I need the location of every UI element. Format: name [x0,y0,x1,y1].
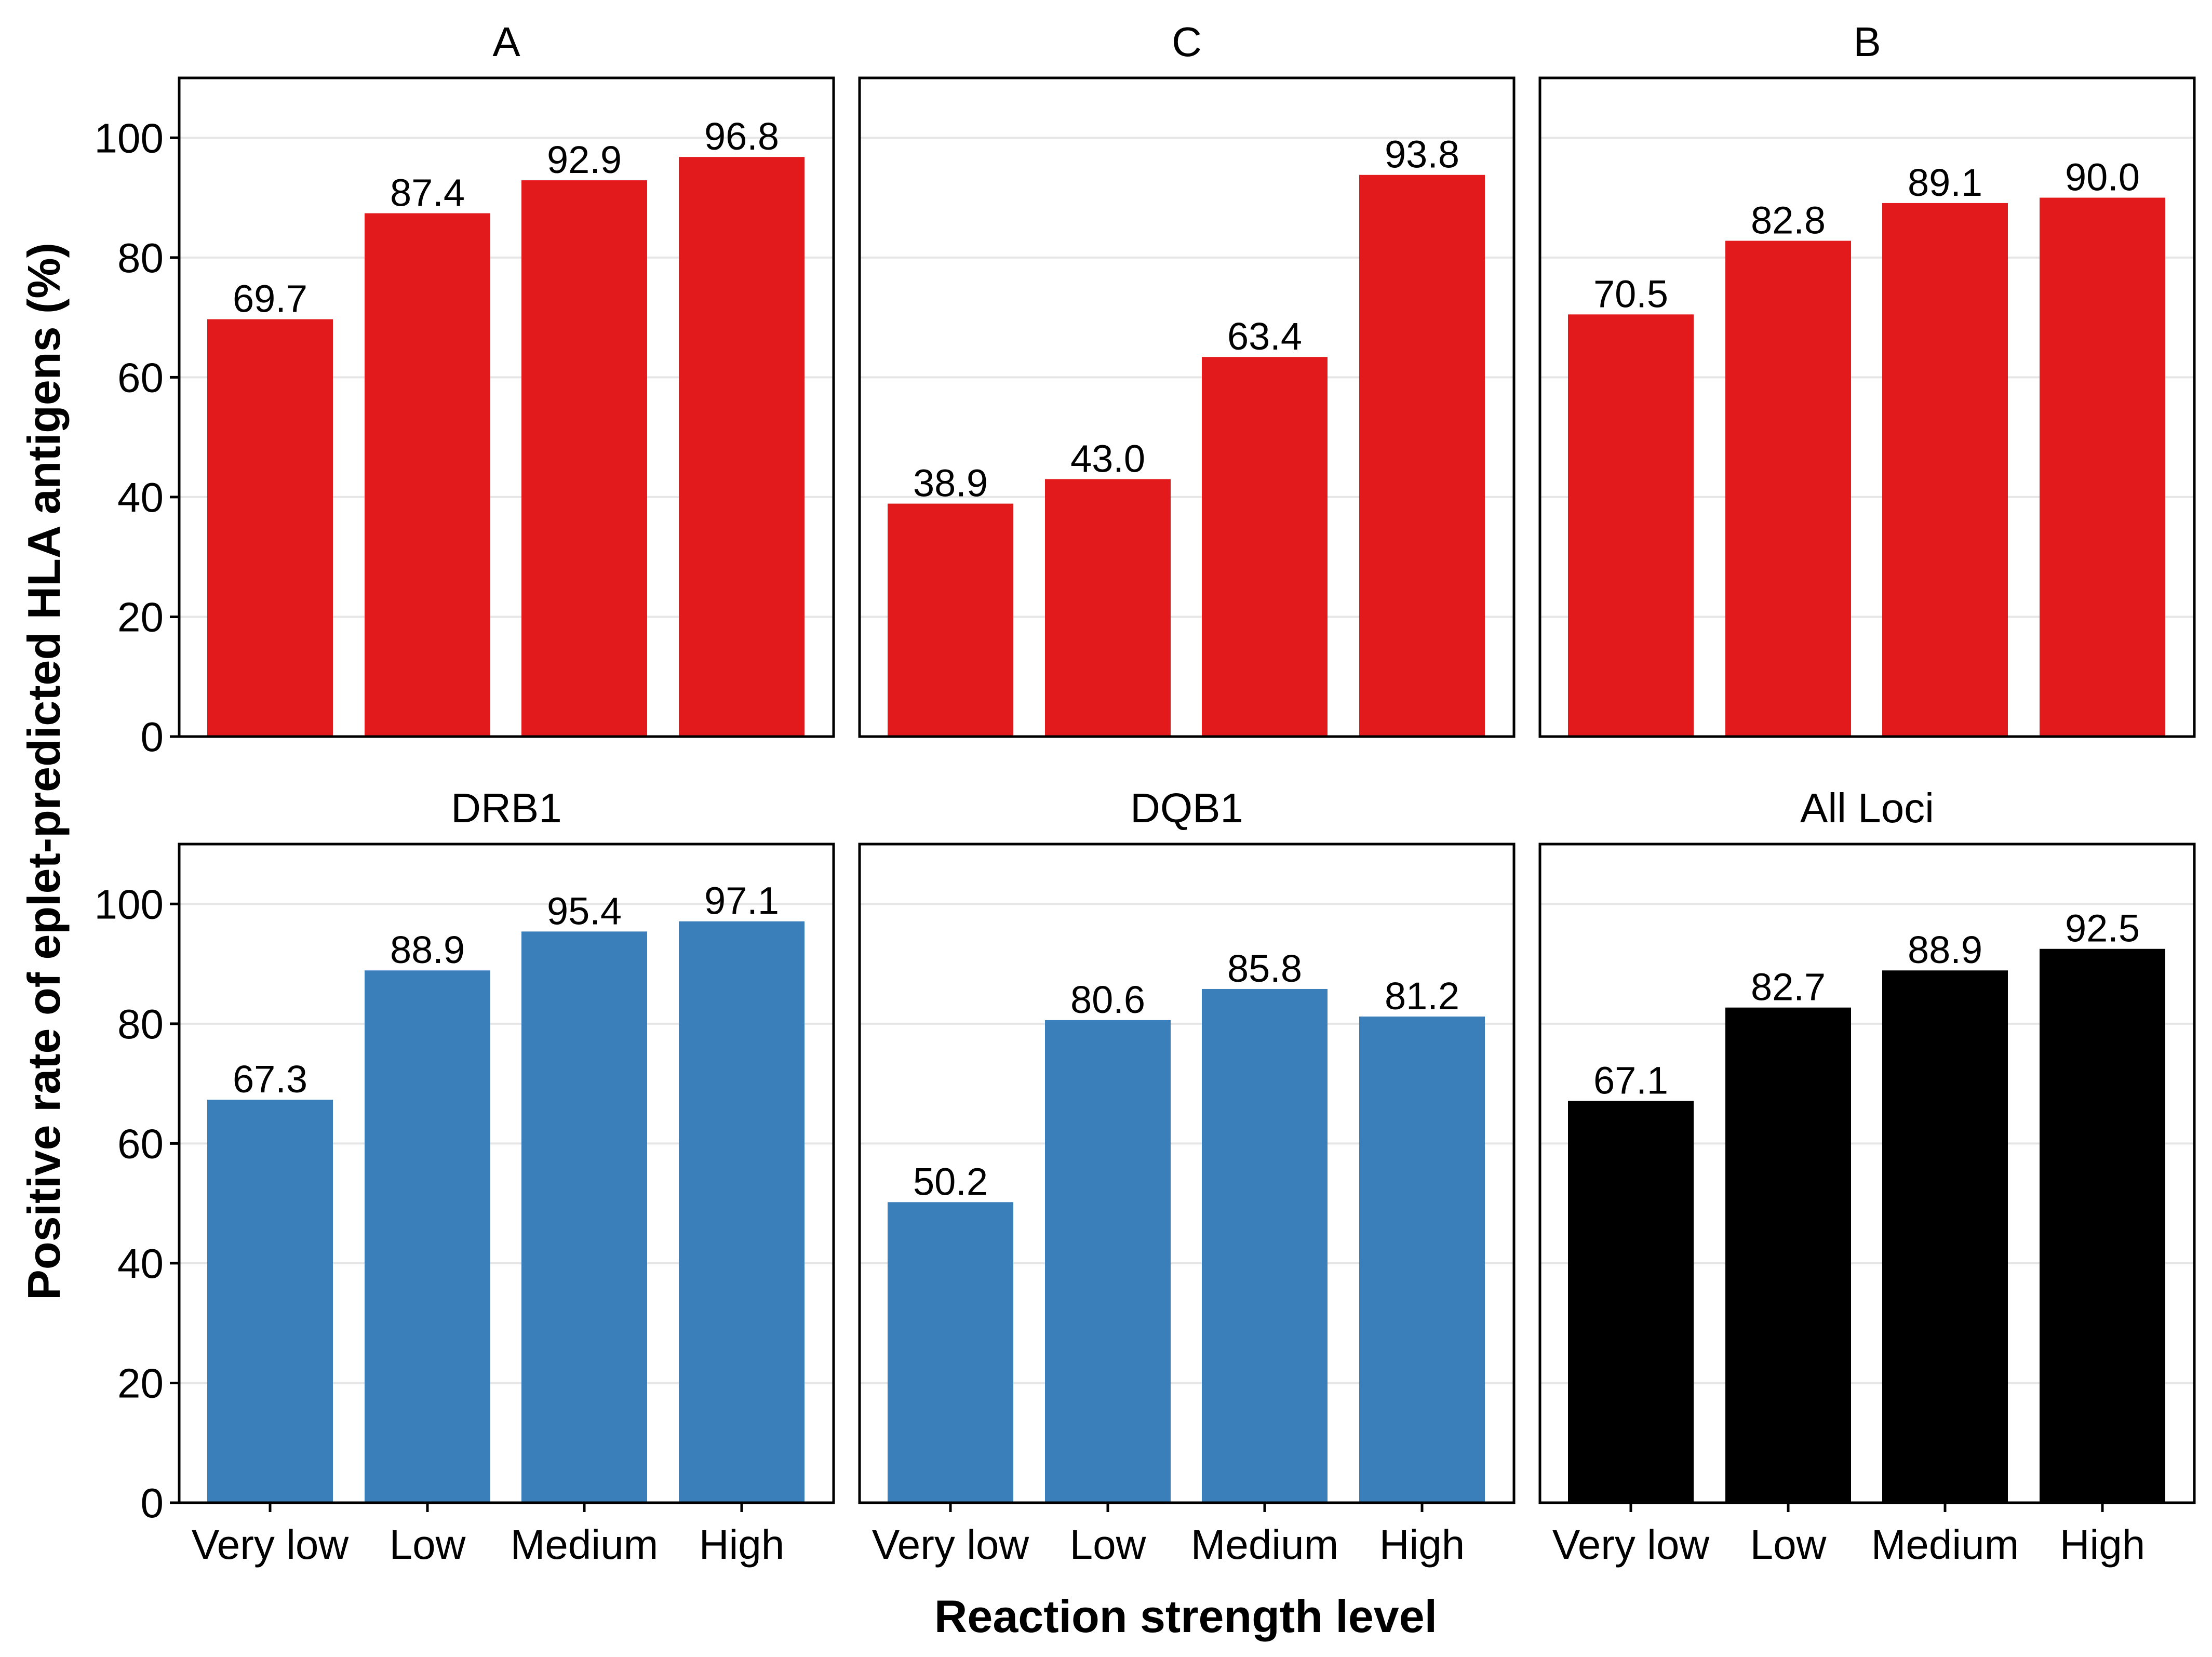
bar-drb1-very-low [207,1100,333,1503]
data-label: 67.3 [233,1058,307,1101]
x-tick-label: Very low [872,1521,1029,1568]
panel-frame [178,843,835,1504]
bar-all-loci-very-low [1568,1101,1694,1503]
panel-c: C 38.9 43.0 63.4 93.8 [858,19,1516,738]
y-tick-label: 20 [117,594,164,640]
bar-c-high [1359,175,1485,737]
data-label: 97.1 [704,879,779,923]
data-label: 38.9 [913,462,988,505]
panel-title: A [492,19,520,65]
panel-frame [1538,843,2196,1504]
data-label: 67.1 [1593,1059,1668,1102]
data-label: 92.5 [2065,907,2140,950]
panel-title: C [1172,19,1202,65]
panel-frame [1538,76,2196,738]
panel-drb1: DRB1 67.3 88.9 95.4 97.1 0 20 40 60 80 100 Very low… [95,785,835,1568]
panel-all-loci: All Loci 67.1 82.7 88.9 92.5 Very low Low Mediu… [1538,785,2196,1568]
data-label: 95.4 [547,889,622,932]
x-tick-label: Low [1750,1521,1827,1568]
data-label: 63.4 [1227,315,1302,358]
x-tick-label: Medium [1871,1521,2019,1568]
bar-b-low [1725,240,1851,737]
x-tick-label: Low [390,1521,466,1568]
data-label: 88.9 [390,928,465,971]
panel-frame [178,76,835,738]
bar-a-medium [521,180,647,737]
panel-frame [858,843,1516,1504]
y-tick-label: 40 [117,474,164,520]
y-tick-label: 100 [95,881,164,927]
data-label: 50.2 [913,1160,988,1203]
bar-drb1-low [365,970,490,1503]
x-axis-title: Reaction strength level [934,1591,1437,1642]
bar-drb1-medium [521,931,647,1503]
chart-panels: A 69.7 87.4 92.9 96.8 0 20 40 60 80 100 C 38.9 43.0 63… [95,19,2196,1568]
y-tick-label: 0 [141,1480,164,1526]
bar-c-very-low [888,503,1013,737]
y-tick-label: 80 [117,235,164,281]
bar-dqb1-low [1045,1020,1171,1503]
x-tick-label: High [699,1521,785,1568]
y-tick-label: 40 [117,1240,164,1287]
data-label: 88.9 [1908,928,1982,971]
x-tick-label: Very low [192,1521,349,1568]
data-label: 70.5 [1593,272,1668,315]
bar-all-loci-high [2040,948,2165,1503]
panel-title: DRB1 [451,785,561,831]
bar-all-loci-low [1725,1007,1851,1503]
y-tick-label: 0 [141,714,164,760]
data-label: 81.2 [1385,974,1459,1018]
panel-title: All Loci [1800,785,1934,831]
data-label: 85.8 [1227,947,1302,990]
data-label: 82.8 [1751,199,1826,242]
x-tick-label: High [2060,1521,2146,1568]
panel-frame [858,76,1516,738]
y-tick-label: 60 [117,354,164,400]
bar-c-low [1045,479,1171,737]
data-label: 89.1 [1908,161,1982,204]
x-tick-label: Medium [511,1521,659,1568]
data-label: 87.4 [390,171,465,215]
data-label: 96.8 [704,115,779,158]
bar-b-medium [1882,203,2008,737]
panel-title: DQB1 [1130,785,1243,831]
panel-a: A 69.7 87.4 92.9 96.8 0 20 40 60 80 100 [95,19,835,760]
data-label: 80.6 [1070,978,1145,1021]
data-label: 82.7 [1751,966,1826,1009]
y-tick-label: 80 [117,1001,164,1047]
bar-a-high [679,157,805,737]
y-axis-title: Positive rate of eplet-predicted HLA ant… [18,243,70,1300]
bar-b-high [2040,197,2165,737]
bar-b-very-low [1568,314,1694,737]
data-label: 90.0 [2065,156,2140,199]
data-label: 69.7 [233,277,307,320]
data-label: 92.9 [547,138,622,181]
bar-dqb1-medium [1202,988,1328,1503]
y-tick-label: 60 [117,1120,164,1167]
y-tick-label: 100 [95,115,164,161]
bar-a-very-low [207,319,333,737]
bar-drb1-high [679,921,805,1503]
bar-c-medium [1202,357,1328,737]
panel-title: B [1853,19,1881,65]
x-tick-label: High [1379,1521,1465,1568]
data-label: 93.8 [1385,133,1459,176]
x-tick-label: Low [1070,1521,1146,1568]
bar-dqb1-very-low [888,1202,1013,1503]
bar-a-low [365,213,490,737]
bar-all-loci-medium [1882,970,2008,1503]
panel-dqb1: DQB1 50.2 80.6 85.8 81.2 Very low Low Medium Hig… [858,785,1516,1568]
x-tick-label: Very low [1552,1521,1710,1568]
x-tick-label: Medium [1191,1521,1339,1568]
bar-dqb1-high [1359,1016,1485,1503]
panel-b: B 70.5 82.8 89.1 90.0 [1538,19,2196,738]
y-tick-label: 20 [117,1360,164,1406]
data-label: 43.0 [1070,437,1145,480]
